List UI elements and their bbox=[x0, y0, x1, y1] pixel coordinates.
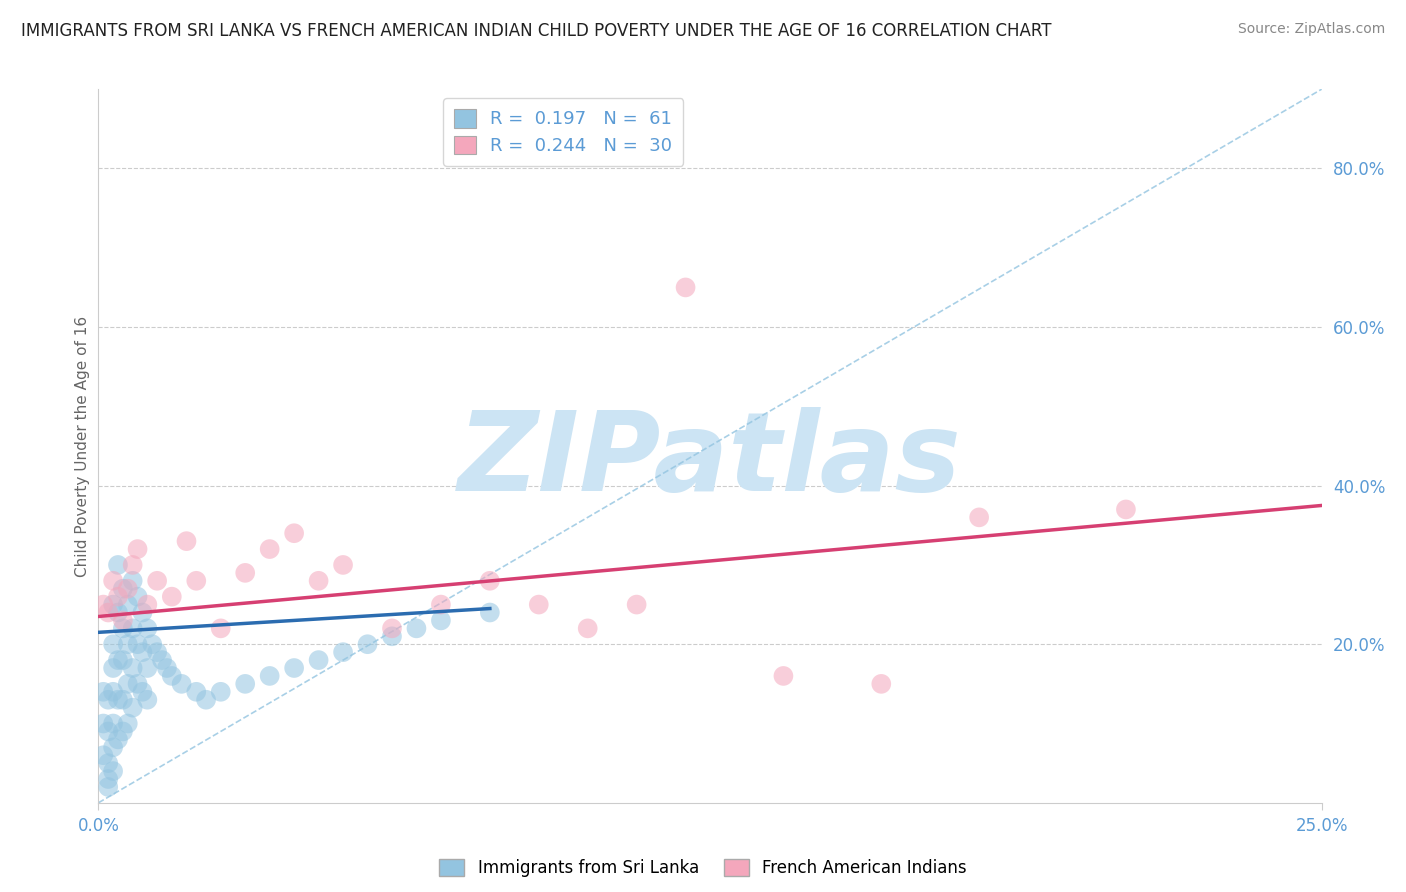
Point bbox=[127, 637, 149, 651]
Point bbox=[127, 677, 149, 691]
Point bbox=[121, 661, 143, 675]
Point bbox=[136, 661, 159, 675]
Point bbox=[381, 621, 404, 635]
Point bbox=[127, 590, 149, 604]
Point bbox=[131, 645, 153, 659]
Point bbox=[675, 280, 697, 294]
Point bbox=[111, 582, 134, 596]
Point bbox=[430, 598, 453, 612]
Point bbox=[160, 590, 183, 604]
Point bbox=[141, 637, 163, 651]
Point bbox=[170, 677, 193, 691]
Point bbox=[107, 590, 129, 604]
Point bbox=[111, 724, 134, 739]
Point bbox=[107, 653, 129, 667]
Point bbox=[332, 558, 354, 572]
Point bbox=[772, 669, 794, 683]
Point bbox=[967, 510, 990, 524]
Point bbox=[478, 606, 501, 620]
Point bbox=[186, 574, 208, 588]
Point bbox=[107, 732, 129, 747]
Point bbox=[131, 606, 153, 620]
Point bbox=[117, 677, 139, 691]
Point bbox=[127, 542, 149, 557]
Point bbox=[150, 653, 173, 667]
Point bbox=[111, 653, 134, 667]
Point bbox=[259, 542, 281, 557]
Legend: Immigrants from Sri Lanka, French American Indians: Immigrants from Sri Lanka, French Americ… bbox=[433, 852, 973, 884]
Point bbox=[107, 606, 129, 620]
Point bbox=[101, 661, 124, 675]
Point bbox=[101, 685, 124, 699]
Point bbox=[195, 692, 218, 706]
Point bbox=[527, 598, 550, 612]
Point bbox=[186, 685, 208, 699]
Text: IMMIGRANTS FROM SRI LANKA VS FRENCH AMERICAN INDIAN CHILD POVERTY UNDER THE AGE : IMMIGRANTS FROM SRI LANKA VS FRENCH AMER… bbox=[21, 22, 1052, 40]
Point bbox=[160, 669, 183, 683]
Point bbox=[97, 780, 120, 794]
Point bbox=[136, 621, 159, 635]
Legend: R =  0.197   N =  61, R =  0.244   N =  30: R = 0.197 N = 61, R = 0.244 N = 30 bbox=[443, 98, 683, 166]
Point bbox=[111, 621, 134, 635]
Point bbox=[283, 661, 305, 675]
Point bbox=[209, 621, 232, 635]
Point bbox=[356, 637, 378, 651]
Point bbox=[97, 756, 120, 771]
Point bbox=[111, 614, 134, 628]
Point bbox=[156, 661, 179, 675]
Point bbox=[107, 558, 129, 572]
Point bbox=[405, 621, 427, 635]
Point bbox=[121, 700, 143, 714]
Point bbox=[308, 653, 330, 667]
Point bbox=[101, 637, 124, 651]
Point bbox=[146, 645, 169, 659]
Point bbox=[121, 574, 143, 588]
Point bbox=[101, 764, 124, 778]
Point bbox=[332, 645, 354, 659]
Point bbox=[117, 637, 139, 651]
Point bbox=[107, 692, 129, 706]
Point bbox=[136, 598, 159, 612]
Point bbox=[117, 716, 139, 731]
Point bbox=[626, 598, 648, 612]
Point bbox=[91, 685, 114, 699]
Point bbox=[101, 740, 124, 755]
Point bbox=[91, 716, 114, 731]
Text: Source: ZipAtlas.com: Source: ZipAtlas.com bbox=[1237, 22, 1385, 37]
Point bbox=[146, 574, 169, 588]
Point bbox=[381, 629, 404, 643]
Point bbox=[101, 716, 124, 731]
Point bbox=[97, 724, 120, 739]
Point bbox=[91, 748, 114, 763]
Point bbox=[117, 598, 139, 612]
Point bbox=[233, 566, 256, 580]
Point bbox=[131, 685, 153, 699]
Point bbox=[97, 772, 120, 786]
Point bbox=[101, 598, 124, 612]
Point bbox=[121, 558, 143, 572]
Point bbox=[233, 677, 256, 691]
Point bbox=[283, 526, 305, 541]
Point bbox=[121, 621, 143, 635]
Point bbox=[870, 677, 893, 691]
Point bbox=[136, 692, 159, 706]
Point bbox=[117, 582, 139, 596]
Point bbox=[478, 574, 501, 588]
Point bbox=[97, 606, 120, 620]
Point bbox=[101, 574, 124, 588]
Point bbox=[1115, 502, 1137, 516]
Point bbox=[97, 692, 120, 706]
Point bbox=[430, 614, 453, 628]
Point bbox=[576, 621, 599, 635]
Text: ZIPatlas: ZIPatlas bbox=[458, 407, 962, 514]
Point bbox=[259, 669, 281, 683]
Point bbox=[91, 598, 114, 612]
Point bbox=[111, 692, 134, 706]
Point bbox=[176, 534, 198, 549]
Y-axis label: Child Poverty Under the Age of 16: Child Poverty Under the Age of 16 bbox=[75, 316, 90, 576]
Point bbox=[308, 574, 330, 588]
Point bbox=[209, 685, 232, 699]
